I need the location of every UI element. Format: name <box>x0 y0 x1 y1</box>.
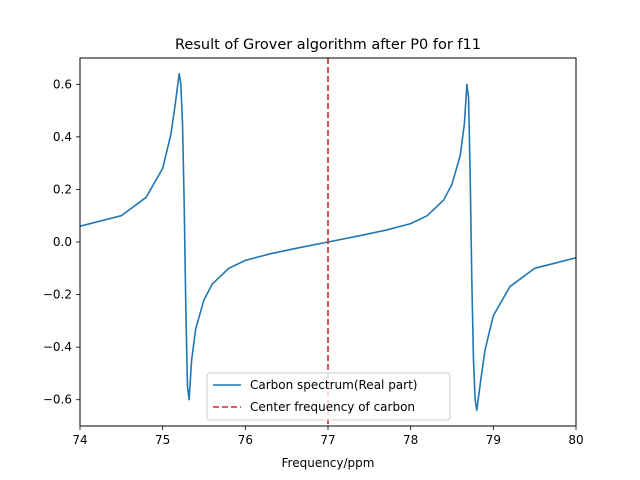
legend: Carbon spectrum(Real part) Center freque… <box>206 372 451 421</box>
y-tick-label: 0.2 <box>53 182 72 196</box>
y-tick-label: −0.2 <box>43 288 72 302</box>
x-tick-label: 75 <box>155 433 170 447</box>
legend-entry-center: Center frequency of carbon <box>250 400 415 414</box>
x-tick-label: 76 <box>238 433 253 447</box>
y-tick-label: 0.0 <box>53 235 72 249</box>
plot-frame <box>79 57 577 427</box>
legend-box <box>206 372 451 421</box>
y-tick-label: 0.4 <box>53 130 72 144</box>
y-tick-label: −0.6 <box>43 393 72 407</box>
x-tick-label: 77 <box>320 433 335 447</box>
x-tick-label: 78 <box>403 433 418 447</box>
y-tick-label: 0.6 <box>53 77 72 91</box>
x-tick-label: 74 <box>72 433 87 447</box>
x-axis-label: Frequency/ppm <box>282 456 375 470</box>
x-tick-label: 79 <box>486 433 501 447</box>
x-tick-label: 80 <box>568 433 583 447</box>
legend-entry-spectrum: Carbon spectrum(Real part) <box>250 378 417 392</box>
y-tick-label: −0.4 <box>43 340 72 354</box>
chart-title: Result of Grover algorithm after P0 for … <box>175 37 481 53</box>
